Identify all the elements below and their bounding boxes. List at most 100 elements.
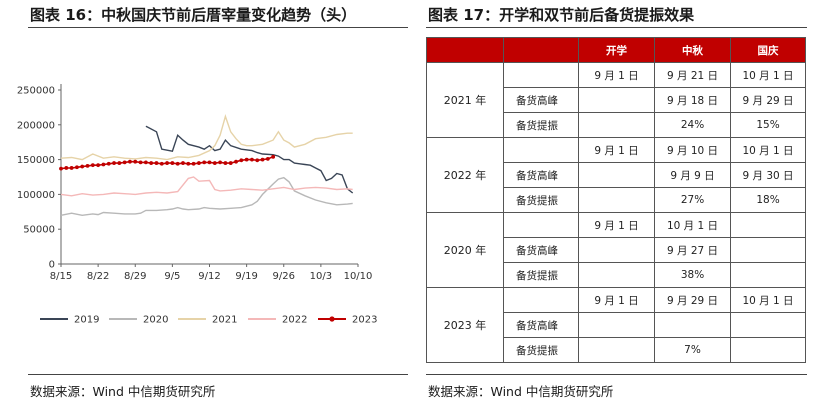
year-cell: 2022 年	[426, 137, 504, 213]
data-point	[260, 157, 265, 162]
data-point	[223, 161, 228, 165]
data-point	[265, 157, 270, 161]
data-point	[80, 164, 85, 169]
data-point	[133, 159, 138, 164]
school-start-cell	[578, 112, 655, 138]
x-tick-label: 9/12	[198, 271, 220, 282]
table-source-note: 数据来源：Wind 中信期货研究所	[428, 384, 614, 399]
x-tick-label: 10/10	[344, 271, 373, 282]
y-tick-label: 250000	[17, 86, 55, 97]
table-row: 2020 年 9 月 1 日 10 月 1 日	[426, 212, 806, 288]
source-rule-left	[28, 374, 408, 375]
mid-autumn-cell: 9 月 29 日	[654, 287, 731, 313]
metric-cell	[503, 62, 579, 88]
data-point	[117, 161, 122, 165]
series-line-2020	[60, 176, 353, 217]
data-point	[186, 161, 191, 166]
data-point	[159, 161, 164, 166]
x-tick-label: 8/22	[87, 271, 109, 282]
data-point	[59, 166, 63, 171]
national-day-cell	[730, 337, 806, 363]
mid-autumn-cell: 38%	[654, 262, 731, 288]
table-header-row: 开学 中秋 国庆	[426, 37, 806, 63]
data-point	[143, 160, 148, 165]
series-line-2021	[60, 114, 353, 161]
national-day-cell: 15%	[730, 112, 806, 138]
title-rule-left	[28, 27, 408, 28]
header-blank-2	[503, 37, 579, 63]
series-2020	[60, 176, 353, 217]
data-point	[149, 161, 154, 165]
x-tick-label: 9/26	[273, 271, 295, 282]
chart-series	[59, 114, 354, 217]
series-2022	[60, 176, 353, 197]
school-start-cell	[578, 187, 655, 213]
data-point	[175, 161, 180, 166]
mid-autumn-cell: 7%	[654, 337, 731, 363]
data-point	[138, 160, 143, 165]
school-start-cell	[578, 337, 655, 363]
mid-autumn-cell: 9 月 10 日	[654, 137, 731, 163]
data-point	[202, 160, 207, 165]
data-point	[218, 160, 223, 165]
mid-autumn-cell	[654, 312, 731, 338]
table-panel-title: 图表 17：开学和双节前后备货提振效果	[428, 6, 695, 24]
national-day-cell	[730, 212, 806, 238]
national-day-cell: 9 月 29 日	[730, 87, 806, 113]
x-tick-label: 8/15	[50, 271, 72, 282]
series-line-2022	[60, 176, 353, 197]
national-day-cell: 9 月 30 日	[730, 162, 806, 188]
mid-autumn-cell: 9 月 9 日	[654, 162, 731, 188]
mid-autumn-cell: 27%	[654, 187, 731, 213]
legend-marker	[329, 316, 335, 322]
data-point	[90, 163, 95, 168]
data-point	[75, 165, 79, 170]
data-point	[239, 158, 244, 163]
x-tick-label: 8/29	[124, 271, 146, 282]
data-point	[255, 158, 260, 163]
mid-autumn-cell: 9 月 18 日	[654, 87, 731, 113]
y-tick-label: 150000	[17, 155, 55, 166]
national-day-cell: 10 月 1 日	[730, 62, 806, 88]
mid-autumn-cell: 10 月 1 日	[654, 212, 731, 238]
data-point	[106, 161, 111, 166]
table-row: 备货提振 27% 18%	[427, 187, 806, 213]
data-point	[207, 160, 212, 165]
series-2023	[59, 154, 276, 171]
header-national-day: 国庆	[730, 37, 806, 63]
national-day-cell	[730, 237, 806, 263]
national-day-cell: 18%	[730, 187, 806, 213]
data-point	[212, 161, 217, 165]
chart-axes: 0 50000 100000 150000 200000 250000 8/15 8/22 8/…	[17, 84, 373, 282]
metric-cell: 备货提振	[503, 112, 579, 138]
table-row: 备货提振 24% 15%	[427, 112, 806, 138]
data-point	[165, 161, 169, 165]
series-line-2019	[145, 125, 354, 194]
x-tick-label: 9/5	[164, 271, 180, 282]
school-start-cell	[578, 237, 655, 263]
x-tick-label: 9/19	[235, 271, 257, 282]
metric-cell: 备货提振	[503, 187, 579, 213]
legend-label-2020: 2020	[143, 315, 168, 326]
title-rule-right	[426, 27, 807, 28]
data-point	[181, 161, 185, 165]
legend-label-2019: 2019	[74, 315, 99, 326]
header-mid-autumn: 中秋	[654, 37, 731, 63]
metric-cell: 备货高峰	[503, 312, 579, 338]
y-tick-label: 200000	[17, 120, 55, 131]
mid-autumn-cell: 9 月 21 日	[654, 62, 731, 88]
metric-cell: 备货高峰	[503, 162, 579, 188]
chart-legend: 2019 2020 2021 2022 2023	[40, 315, 377, 326]
national-day-cell	[730, 312, 806, 338]
national-day-cell: 10 月 1 日	[730, 137, 806, 163]
national-day-cell: 10 月 1 日	[730, 287, 806, 313]
school-start-cell	[578, 262, 655, 288]
data-point	[122, 160, 127, 165]
mid-autumn-cell: 24%	[654, 112, 731, 138]
legend-label-2023: 2023	[352, 315, 377, 326]
data-point	[128, 159, 132, 164]
school-start-cell: 9 月 1 日	[578, 137, 655, 163]
chart-panel-title: 图表 16：中秋国庆节前后厝宰量变化趋势（头）	[30, 6, 357, 24]
